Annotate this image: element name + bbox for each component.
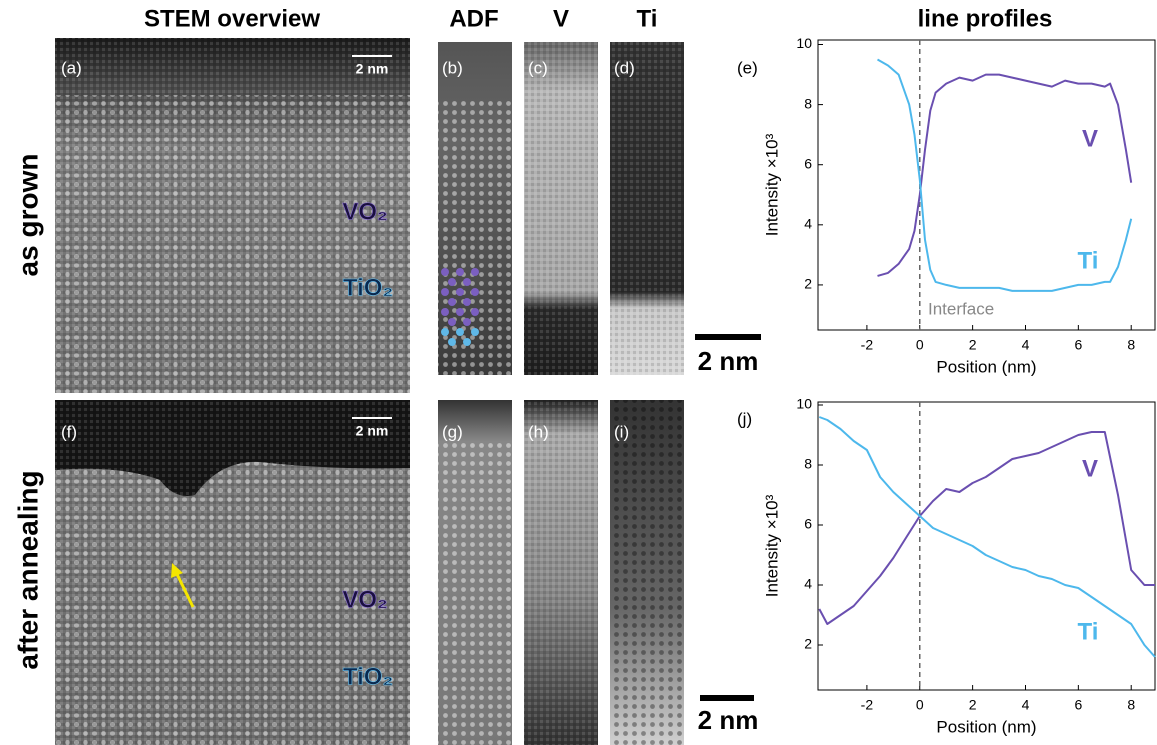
figure: STEM overview ADF V Ti line profiles as … — [0, 0, 1157, 745]
panel-label: (j) — [737, 409, 752, 428]
y-tick-label: 6 — [804, 155, 812, 171]
image-panel — [610, 400, 684, 745]
scale-label: 2 nm — [356, 61, 389, 77]
column-title: V — [553, 5, 569, 32]
x-tick-label: 2 — [969, 337, 977, 353]
y-tick-label: 8 — [804, 95, 812, 111]
panel-label: (g) — [442, 422, 463, 441]
x-tick-label: 2 — [969, 697, 977, 713]
annotation: Interface — [928, 299, 994, 318]
x-tick-label: 8 — [1127, 697, 1135, 713]
x-tick-label: -2 — [861, 697, 874, 713]
column-title: ADF — [449, 5, 498, 32]
scale-bar — [695, 334, 761, 340]
material-label: VO₂ — [342, 198, 387, 225]
panel-label: (e) — [737, 58, 758, 77]
y-tick-label: 10 — [796, 396, 812, 412]
image-panel — [55, 400, 410, 745]
x-tick-label: 4 — [1022, 697, 1030, 713]
column-title: line profiles — [918, 5, 1053, 32]
panel-label: (a) — [61, 58, 82, 77]
column-title: Ti — [637, 5, 658, 32]
series-label: Ti — [1078, 618, 1099, 645]
panel-label: (d) — [614, 58, 635, 77]
x-tick-label: 4 — [1022, 337, 1030, 353]
x-tick-label: 8 — [1127, 337, 1135, 353]
y-tick-label: 2 — [804, 636, 812, 652]
series-label: V — [1082, 455, 1098, 482]
column-title: STEM overview — [144, 5, 320, 32]
plot-frame — [818, 40, 1155, 330]
line-series — [819, 432, 1155, 624]
y-tick-label: 10 — [796, 35, 812, 51]
image-panel — [524, 42, 598, 375]
x-tick-label: 0 — [916, 697, 924, 713]
panel-label: (f) — [61, 422, 77, 441]
material-label: TiO₂ — [343, 274, 393, 301]
y-axis-label: Intensity ×10³ — [762, 133, 781, 236]
x-tick-label: 6 — [1074, 697, 1082, 713]
series-label: V — [1082, 125, 1098, 152]
series-label: Ti — [1078, 247, 1099, 274]
scale-label: 2 nm — [698, 705, 759, 735]
y-tick-label: 2 — [804, 276, 812, 292]
row-label: after annealing — [12, 470, 43, 669]
y-tick-label: 6 — [804, 516, 812, 532]
material-label: TiO₂ — [343, 663, 393, 690]
x-tick-label: -2 — [861, 337, 874, 353]
image-panel — [438, 400, 512, 745]
image-panel — [524, 400, 598, 745]
material-label: VO₂ — [342, 586, 387, 613]
image-panel — [610, 42, 684, 375]
y-tick-label: 4 — [804, 576, 812, 592]
panel-label: (c) — [528, 58, 548, 77]
plot-frame — [818, 402, 1155, 690]
scale-label: 2 nm — [356, 423, 389, 439]
x-tick-label: 6 — [1074, 337, 1082, 353]
line-series — [819, 417, 1155, 657]
scale-bar — [700, 695, 754, 701]
panel-label: (b) — [442, 58, 463, 77]
panel-label: (i) — [614, 422, 629, 441]
x-axis-label: Position (nm) — [936, 717, 1036, 736]
x-axis-label: Position (nm) — [936, 357, 1036, 376]
y-axis-label: Intensity ×10³ — [762, 494, 781, 597]
line-series — [878, 75, 1132, 276]
row-label: as grown — [12, 154, 43, 277]
y-tick-label: 8 — [804, 456, 812, 472]
x-tick-label: 0 — [916, 337, 924, 353]
image-panel — [438, 42, 512, 375]
scale-label: 2 nm — [698, 346, 759, 376]
panel-label: (h) — [528, 422, 549, 441]
y-tick-label: 4 — [804, 216, 812, 232]
charts: -2 0 2 4 6 8 2 4 6 8 10 Position (nm) Intensity ×10³… — [762, 35, 1155, 736]
